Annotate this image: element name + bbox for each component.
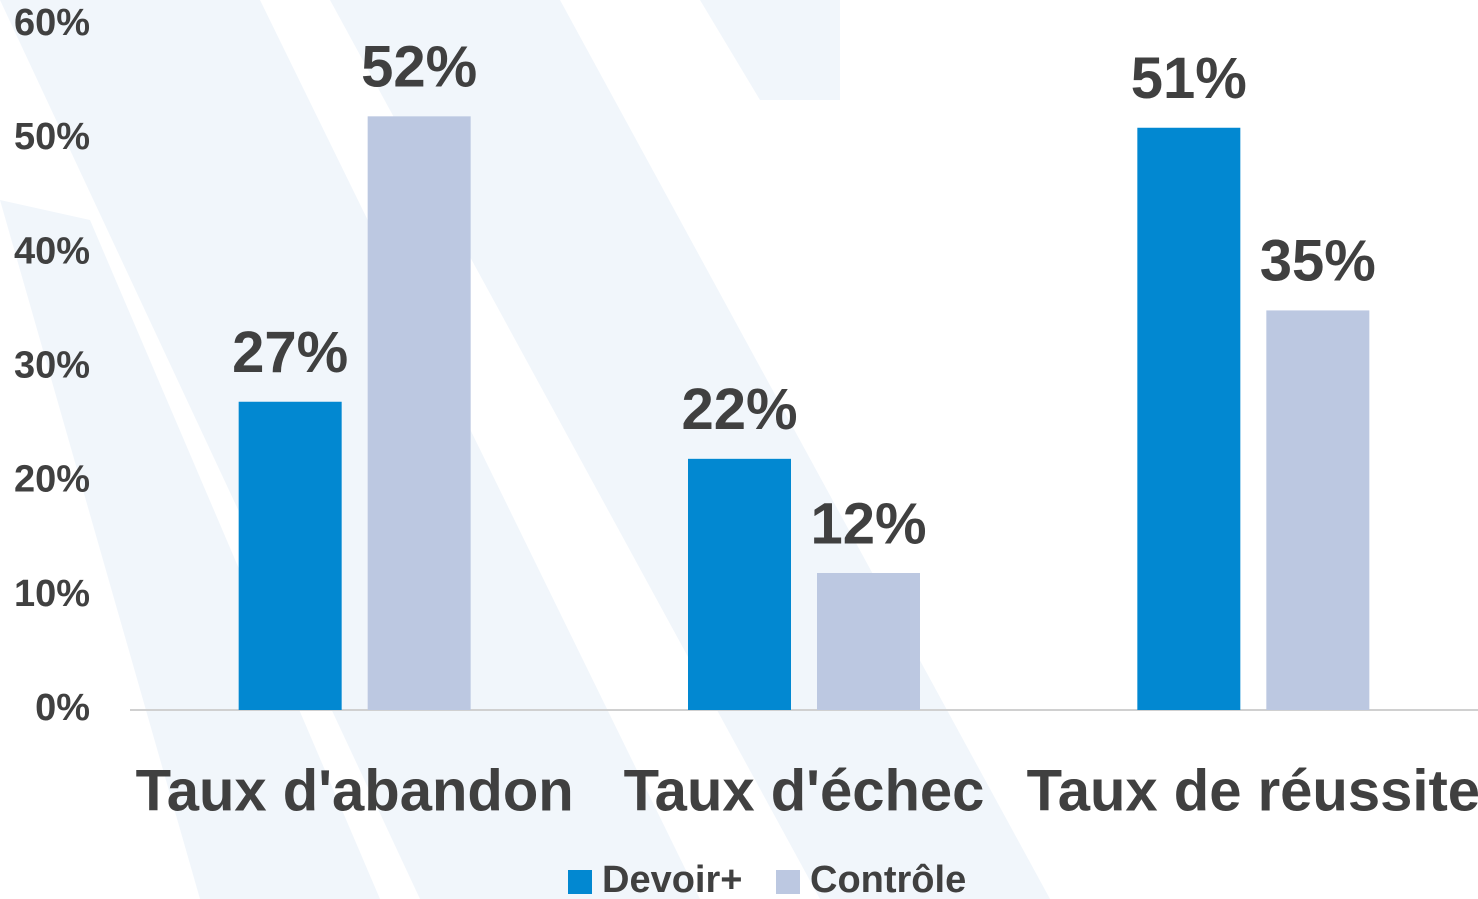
legend-label: Devoir+: [602, 859, 742, 899]
y-tick-label: 20%: [14, 459, 90, 501]
bar: [1137, 127, 1241, 710]
bar: [367, 116, 471, 711]
y-tick-label: 40%: [14, 230, 90, 272]
data-label: 51%: [1131, 46, 1247, 111]
legend-swatch: [776, 870, 800, 894]
bar: [238, 401, 342, 710]
legend-label: Contrôle: [810, 859, 966, 899]
data-label: 35%: [1260, 229, 1376, 294]
bar: [817, 573, 920, 710]
y-tick-label: 30%: [14, 345, 90, 387]
data-label: 22%: [681, 377, 797, 442]
x-tick-label: Taux de réussite: [1027, 758, 1478, 823]
data-label: 12%: [810, 491, 926, 556]
legend-swatch: [568, 870, 592, 894]
y-tick-label: 60%: [14, 2, 90, 44]
y-tick-label: 10%: [14, 573, 90, 615]
y-tick-label: 0%: [35, 687, 90, 729]
x-tick-label: Taux d'échec: [624, 758, 985, 823]
y-tick-label: 50%: [14, 116, 90, 158]
data-label: 27%: [232, 320, 348, 385]
bar: [688, 458, 791, 710]
x-tick-label: Taux d'abandon: [136, 758, 574, 823]
data-label: 52%: [361, 35, 477, 100]
bar: [1266, 310, 1370, 710]
